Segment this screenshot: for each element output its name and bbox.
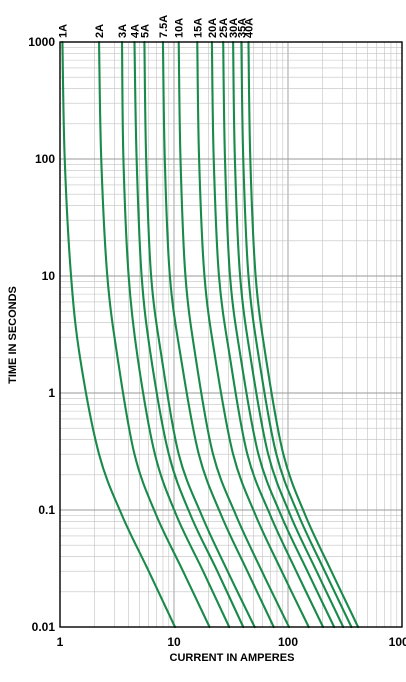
- series-curve-25a: [222, 40, 336, 629]
- series-label-30a: 30A: [228, 18, 240, 38]
- series-curve-7-5a: [161, 40, 275, 629]
- y-tick-label: 1: [48, 386, 55, 400]
- grid: [59, 42, 402, 628]
- y-tick-label: 0.1: [38, 503, 55, 517]
- series-label-7-5a: 7.5A: [158, 15, 170, 38]
- series-label-3a: 3A: [117, 24, 129, 38]
- y-tick-label: 100: [35, 152, 55, 166]
- x-tick-label: 10: [167, 635, 181, 649]
- series-label-4a: 4A: [130, 24, 142, 38]
- y-axis-title: TIME IN SECONDS: [7, 286, 19, 384]
- series-curve-15a: [196, 40, 310, 629]
- series-curve-20a: [210, 40, 325, 629]
- series-label-15a: 15A: [192, 18, 204, 38]
- series-label-35a: 35A: [236, 18, 248, 38]
- x-tick-label: 100: [278, 635, 298, 649]
- x-tick-label: 1: [57, 635, 64, 649]
- series-curve-4a: [133, 40, 245, 629]
- series-label-40a: 40A: [244, 18, 256, 38]
- y-tick-label: 0.01: [32, 620, 56, 634]
- y-tick-labels: 1000 100 10 1 0.1 0.01: [28, 35, 55, 634]
- series-curve-30a: [232, 40, 345, 629]
- series-label-25a: 25A: [218, 18, 230, 38]
- x-axis-title: CURRENT IN AMPERES: [170, 652, 295, 664]
- y-tick-label: 10: [42, 269, 56, 283]
- series-label-10a: 10A: [174, 18, 186, 38]
- y-tick-label: 1000: [28, 35, 55, 49]
- series-curve-10a: [177, 40, 291, 629]
- x-tick-label: 1000: [389, 635, 406, 649]
- series-label-20a: 20A: [207, 18, 219, 38]
- series-curve-5a: [143, 40, 256, 629]
- series-label-2a: 2A: [94, 24, 106, 38]
- series-curve-1a: [61, 40, 177, 629]
- plot-border: [59, 41, 403, 628]
- x-tick-labels: 1 10 100 1000: [57, 635, 406, 649]
- series-label-5a: 5A: [139, 24, 151, 38]
- series-curve-40a: [247, 40, 360, 629]
- plot-frame: [59, 41, 403, 628]
- series-label-1a: 1A: [57, 24, 69, 38]
- series-curve-3a: [120, 40, 231, 629]
- curves: [61, 40, 360, 629]
- series-curve-2a: [97, 40, 211, 629]
- series-curve-35a: [240, 40, 353, 629]
